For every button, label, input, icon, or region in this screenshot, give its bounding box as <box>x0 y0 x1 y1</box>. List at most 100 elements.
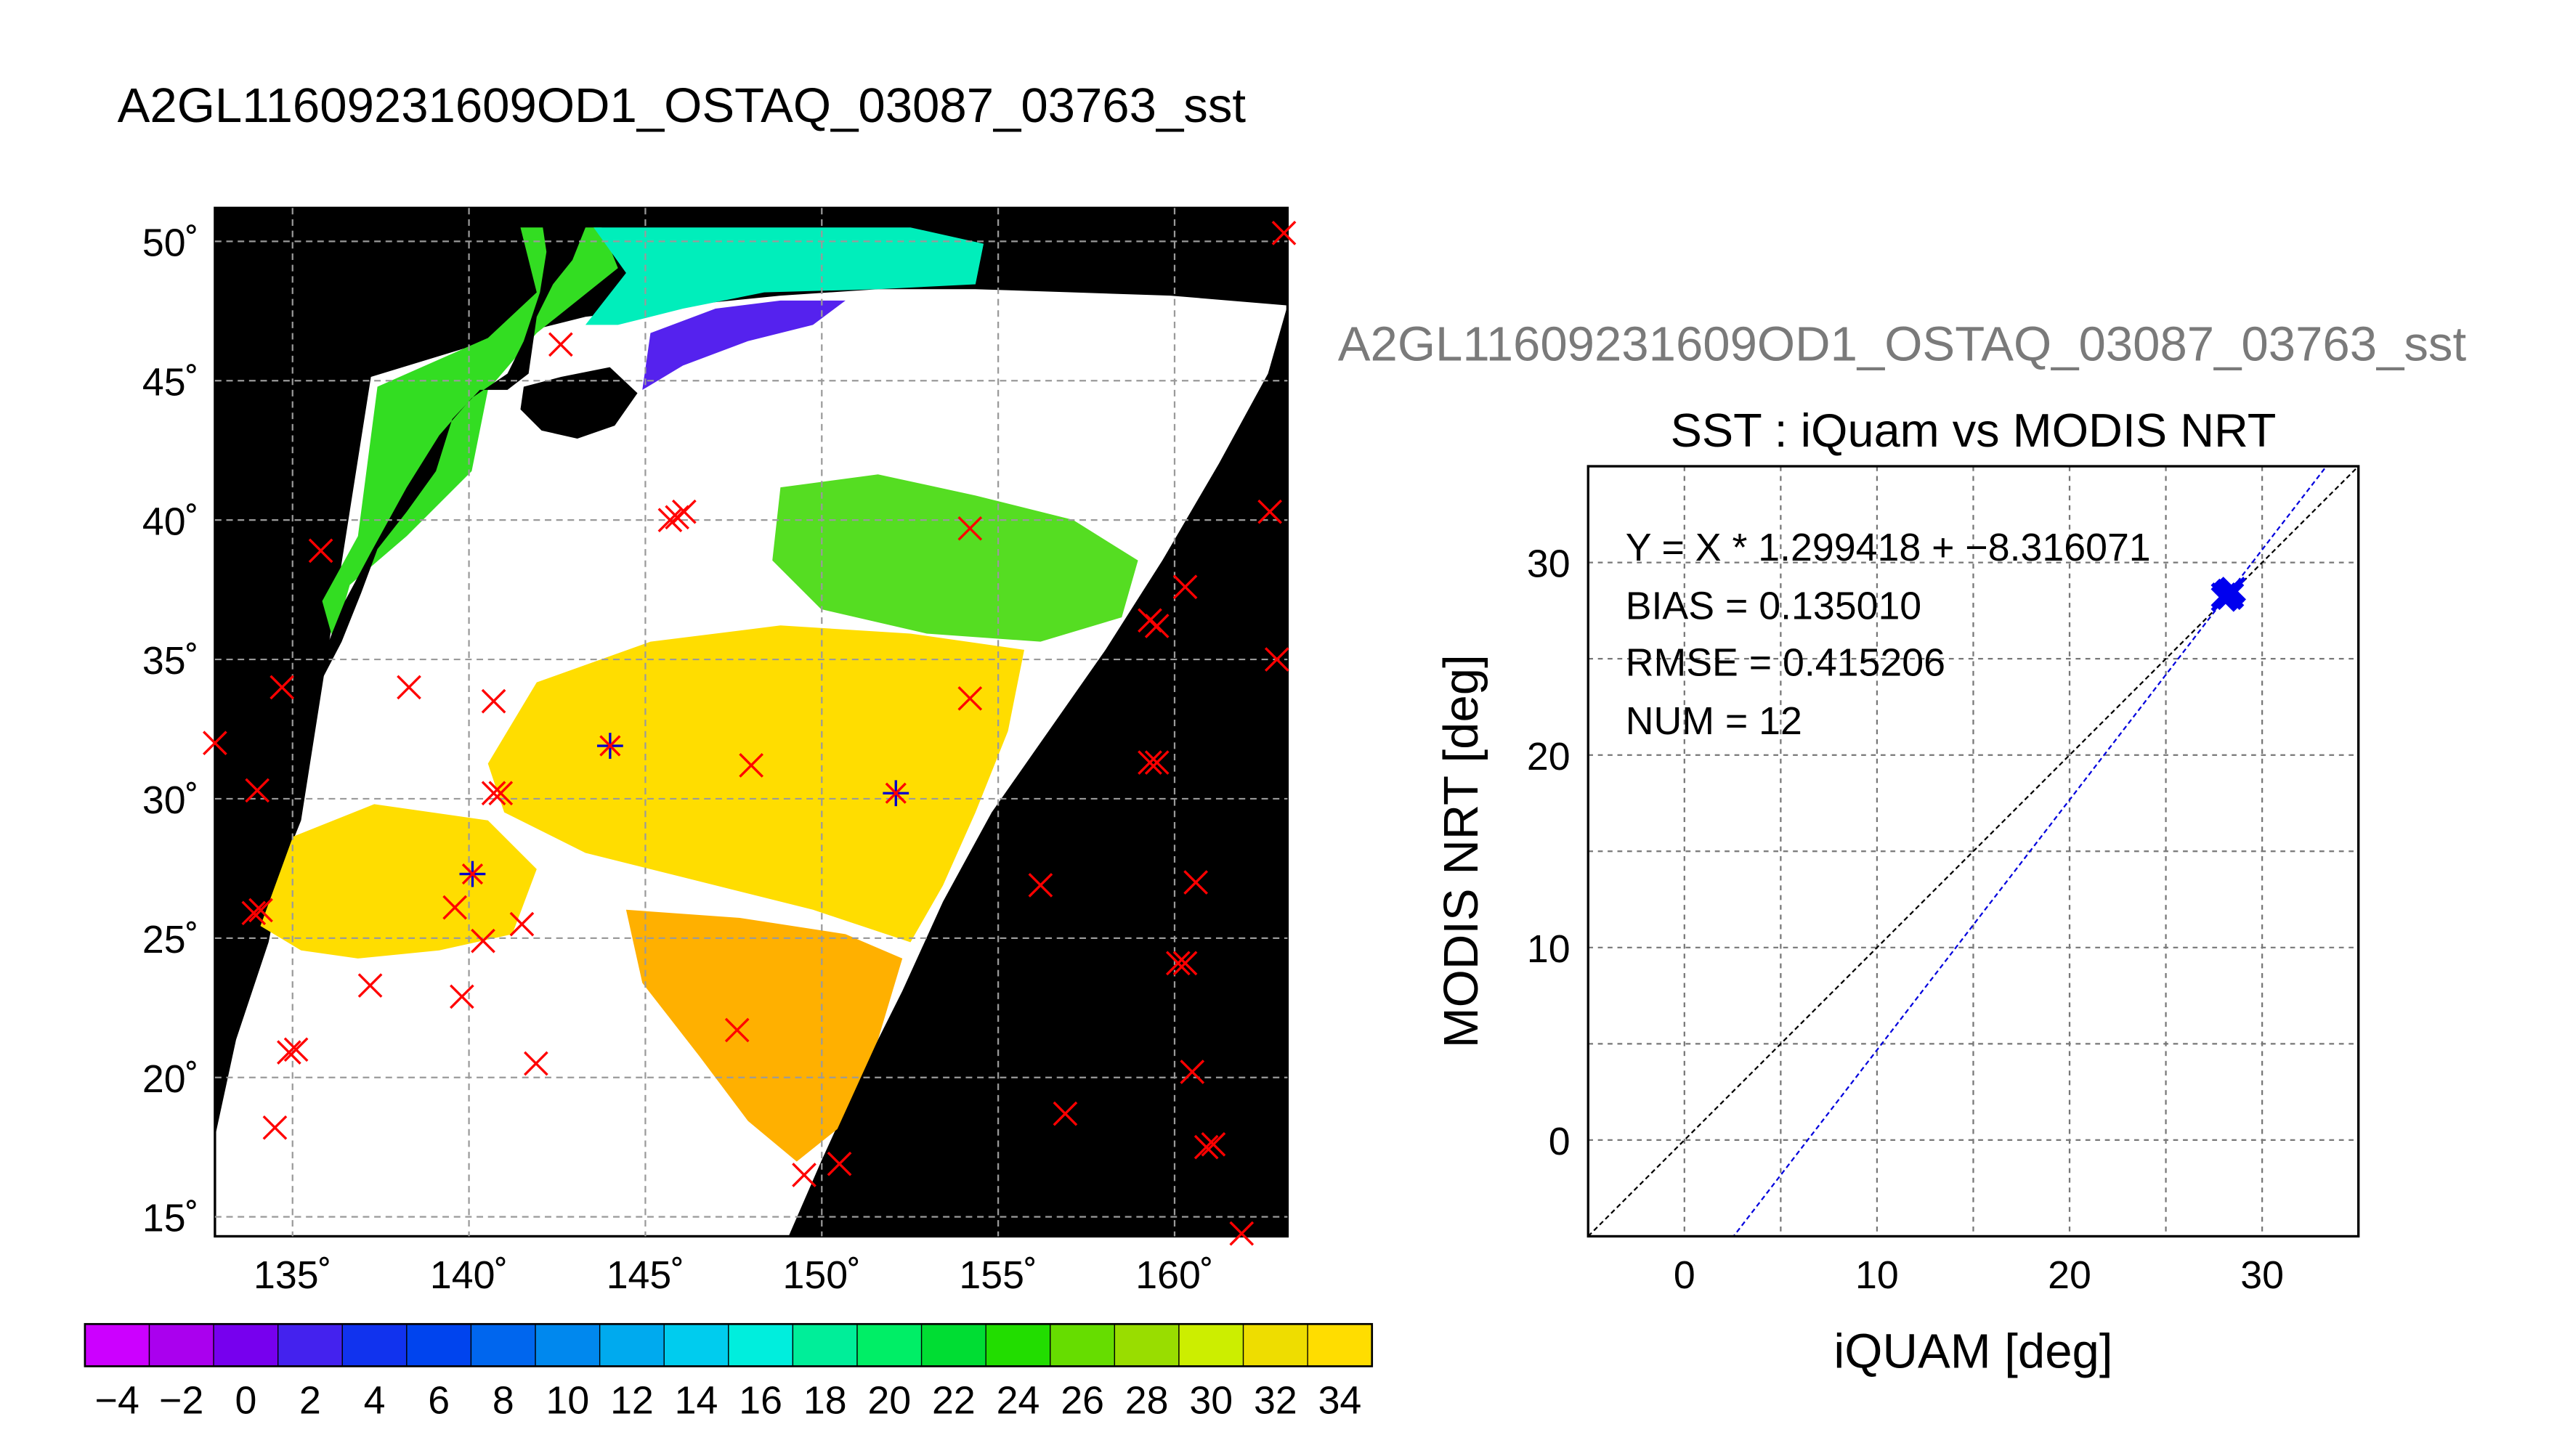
buoy-marker <box>1138 750 1162 775</box>
colorbar-cell <box>1050 1323 1116 1367</box>
map-latitude-ticks: 50˚ 45˚ 40˚ 35˚ 30˚ 25˚ 20˚ 15˚ <box>142 221 199 1240</box>
colorbar-cell <box>856 1323 923 1367</box>
buoy-marker-stroke-b <box>1053 1101 1078 1126</box>
main-title: A2GL11609231609OD1_OSTAQ_03087_03763_sst <box>118 78 1247 133</box>
colorbar-tick-label: 22 <box>932 1378 976 1422</box>
buoy-marker <box>277 1040 301 1065</box>
buoy-marker-stroke-b <box>481 781 506 806</box>
colorbar-cell <box>1242 1323 1308 1367</box>
buoy-marker <box>672 499 697 524</box>
colorbar-cell <box>599 1323 665 1367</box>
buoy-marker <box>548 332 573 357</box>
colorbar-cell <box>728 1323 794 1367</box>
map-lat-tick-label: 35˚ <box>142 639 199 683</box>
colorbar-tick-label: 16 <box>739 1378 782 1422</box>
buoy-marker <box>1257 499 1282 524</box>
sst-colorbar: −4 −2 0 2 4 6 8 10 12 14 16 18 20 22 24 26 28 30 32 34 <box>84 1322 1374 1422</box>
sst-region-orange <box>625 909 903 1162</box>
buoy-marker-stroke-b <box>270 675 295 700</box>
buoy-marker-stroke-b <box>509 911 535 937</box>
buoy-marker <box>509 911 535 937</box>
map-markers <box>203 221 1297 1246</box>
buoy-marker <box>248 898 273 923</box>
buoy-marker <box>270 675 295 700</box>
stat-regression-equation: Y = X * 1.299418 + −8.316071 <box>1626 526 2151 569</box>
stat-rmse: RMSE = 0.415206 <box>1626 641 1945 685</box>
buoy-marker <box>442 895 468 920</box>
buoy-marker-stroke-b <box>827 1151 852 1176</box>
colorbar-cell <box>148 1323 214 1367</box>
colorbar-cell <box>920 1323 986 1367</box>
buoy-marker-stroke-b <box>442 895 468 920</box>
buoy-marker-stroke-b <box>1144 750 1170 775</box>
buoy-marker <box>1172 574 1198 600</box>
scatter-y-ticks: 0 10 20 30 <box>1527 542 1571 1163</box>
buoy-marker-stroke-b <box>739 753 763 778</box>
matchup-marker-x <box>885 782 907 804</box>
colorbar-tick-label: 18 <box>803 1378 847 1422</box>
buoy-marker <box>262 1115 288 1140</box>
japan-landmass <box>312 208 585 696</box>
colorbar-cell <box>213 1323 279 1367</box>
buoy-marker <box>1201 1131 1226 1157</box>
buoy-marker-stroke-b <box>957 516 983 541</box>
buoy-marker-stroke-b <box>1201 1131 1226 1157</box>
colorbar-cell <box>341 1323 408 1367</box>
buoy-marker <box>1028 873 1053 898</box>
map-lon-tick-label: 140˚ <box>430 1253 508 1297</box>
buoy-marker-stroke-b <box>1271 221 1297 245</box>
colorbar-cell <box>1114 1323 1180 1367</box>
colorbar-cell <box>985 1323 1051 1367</box>
colorbar-cell <box>1178 1323 1244 1367</box>
buoy-marker-stroke-b <box>1165 951 1191 976</box>
buoy-marker-stroke-b <box>248 898 273 923</box>
buoy-marker <box>1172 951 1198 976</box>
buoy-marker-stroke-b <box>1144 614 1170 638</box>
hokkaido-landmass <box>520 367 638 439</box>
buoy-marker-stroke-b <box>488 781 514 806</box>
scatter-x-tick-label: 20 <box>2048 1253 2091 1297</box>
buoy-marker <box>1144 614 1170 638</box>
map-lon-tick-label: 145˚ <box>607 1253 684 1297</box>
buoy-marker <box>1194 1134 1219 1160</box>
buoy-marker <box>450 984 474 1009</box>
buoy-marker-stroke-b <box>1172 951 1198 976</box>
buoy-marker <box>1053 1101 1078 1126</box>
scatter-y-tick-label: 20 <box>1527 735 1571 778</box>
sst-scatter: SST : iQuam vs MODIS NRT 0 10 20 30 0 10 20 30… <box>1434 404 2360 1379</box>
scatter-points <box>2210 577 2246 612</box>
buoy-marker-stroke-b <box>1194 1134 1219 1160</box>
matchup-marker-x-stroke-b <box>599 735 621 757</box>
buoy-marker <box>792 1163 816 1187</box>
buoy-marker <box>724 1017 750 1043</box>
scatter-y-tick-label: 10 <box>1527 927 1571 971</box>
buoy-marker-stroke-b <box>203 731 227 756</box>
colorbar-tick-label: −2 <box>159 1378 203 1422</box>
scatter-title: SST : iQuam vs MODIS NRT <box>1671 404 2277 457</box>
colorbar-ticks: −4 −2 0 2 4 6 8 10 12 14 16 18 20 22 24 26 28 30 32 34 <box>95 1378 1362 1422</box>
map-lat-tick-label: 40˚ <box>142 500 199 543</box>
sst-region-yellow <box>487 625 1024 943</box>
buoy-marker-stroke-b <box>262 1115 288 1140</box>
buoy-marker <box>657 508 683 533</box>
scatter-point-stroke-b <box>2216 578 2242 605</box>
scatter-y-tick-label: 0 <box>1549 1120 1571 1163</box>
scatter-x-tick-label: 30 <box>2240 1253 2284 1297</box>
map-gridlines <box>214 208 1288 1237</box>
buoy-marker <box>481 781 506 806</box>
buoy-marker <box>488 781 514 806</box>
scatter-header: A2GL11609231609OD1_OSTAQ_03087_03763_sst <box>1338 317 2467 372</box>
buoy-marker-stroke-b <box>277 1040 301 1065</box>
buoy-marker <box>308 538 333 564</box>
scatter-x-tick-label: 10 <box>1855 1253 1899 1297</box>
matchup-marker-x <box>599 735 621 757</box>
sst-region-southwest-yellow <box>260 804 537 959</box>
colorbar-cell <box>470 1323 536 1367</box>
colorbar-tick-label: 6 <box>428 1378 450 1422</box>
colorbar-cells <box>84 1323 1373 1367</box>
buoy-marker-stroke-b <box>657 508 683 533</box>
matchup-marker <box>459 861 486 887</box>
sst-region-purple-band <box>642 300 846 390</box>
scatter-x-axis-label: iQUAM [deg] <box>1833 1325 2112 1379</box>
colorbar-tick-label: 34 <box>1318 1378 1362 1422</box>
